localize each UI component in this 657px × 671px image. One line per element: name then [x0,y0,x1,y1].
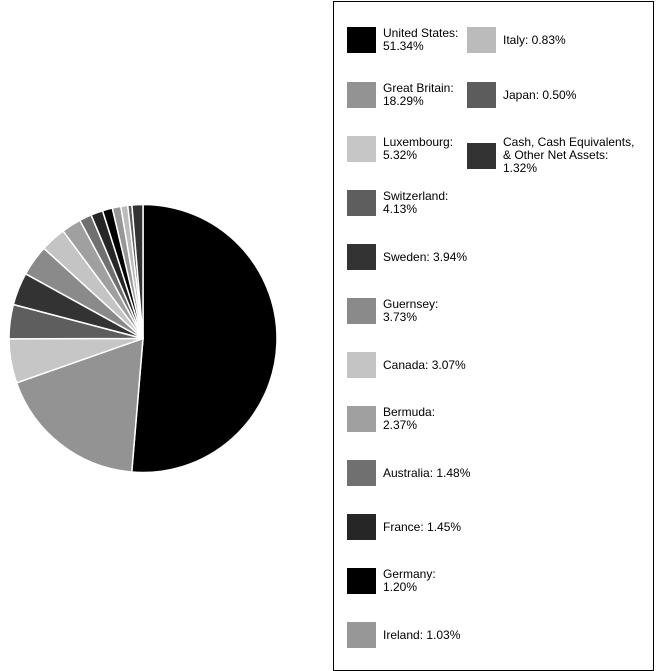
legend-swatch-great-britain [347,82,376,108]
legend: United States: 51.34% Great Britain: 18.… [333,1,654,671]
legend-swatch-italy [467,27,496,53]
legend-item-bermuda: Bermuda: 2.37% [347,406,472,432]
legend-label-france: France: 1.45% [383,519,462,534]
legend-item-japan: Japan: 0.50% [467,82,642,108]
legend-swatch-united-states [347,27,376,53]
legend-label-ireland: Ireland: 1.03% [383,627,461,642]
pie-slice-united-states [130,203,278,474]
legend-label-great-britain: Great Britain: 18.29% [383,81,454,108]
legend-label-united-states: United States: 51.34% [383,26,459,53]
legend-swatch-france [347,514,376,540]
legend-swatch-bermuda [347,406,376,432]
legend-item-ireland: Ireland: 1.03% [347,622,472,648]
legend-item-switzerland: Switzerland: 4.13% [347,190,472,216]
legend-swatch-japan [467,82,496,108]
legend-item-germany: Germany: 1.20% [347,568,472,594]
legend-label-luxembourg: Luxembourg: 5.32% [383,135,454,162]
legend-item-united-states: United States: 51.34% [347,27,472,53]
legend-item-italy: Italy: 0.83% [467,27,642,53]
pie-chart [8,203,278,474]
legend-label-guernsey: Guernsey: 3.73% [383,297,439,324]
legend-item-australia: Australia: 1.48% [347,460,472,486]
legend-item-great-britain: Great Britain: 18.29% [347,82,472,108]
legend-swatch-cash [467,142,496,169]
legend-item-sweden: Sweden: 3.94% [347,244,472,270]
legend-swatch-switzerland [347,190,376,216]
legend-swatch-ireland [347,622,376,648]
legend-label-canada: Canada: 3.07% [383,357,466,372]
legend-swatch-sweden [347,244,376,270]
legend-label-italy: Italy: 0.83% [503,32,566,47]
legend-label-germany: Germany: 1.20% [383,567,436,594]
legend-label-australia: Australia: 1.48% [383,465,471,480]
legend-label-switzerland: Switzerland: 4.13% [383,189,449,216]
pie-slice-cash-cash-equivalents-other-net-assets [131,203,144,340]
legend-item-luxembourg: Luxembourg: 5.32% [347,136,472,162]
legend-swatch-germany [347,568,376,594]
legend-swatch-guernsey [347,298,376,324]
legend-item-canada: Canada: 3.07% [347,352,472,378]
legend-item-guernsey: Guernsey: 3.73% [347,298,472,324]
legend-item-france: France: 1.45% [347,514,472,540]
legend-label-sweden: Sweden: 3.94% [383,249,468,264]
legend-label-cash: Cash, Cash Equivalents, & Other Net Asse… [503,135,635,175]
legend-label-bermuda: Bermuda: 2.37% [383,405,436,432]
legend-swatch-australia [347,460,376,486]
legend-swatch-luxembourg [347,136,376,162]
legend-item-cash: Cash, Cash Equivalents, & Other Net Asse… [467,136,642,175]
legend-swatch-canada [347,352,376,378]
legend-label-japan: Japan: 0.50% [503,87,577,102]
